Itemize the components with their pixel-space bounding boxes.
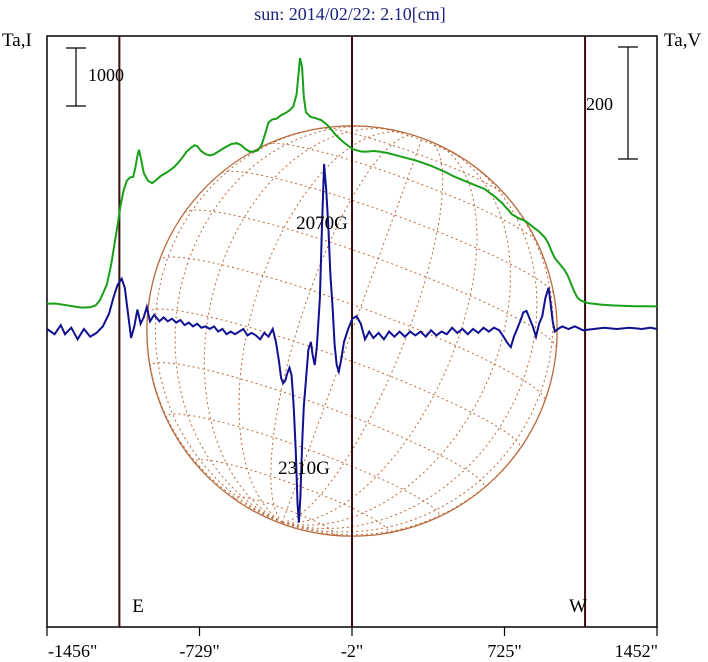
scale-bar-left-label: 1000 [88, 65, 124, 85]
longitude-line [282, 188, 554, 533]
limb-label-east: E [132, 596, 144, 617]
longitude-line [281, 138, 423, 523]
latitude-line [234, 496, 336, 536]
x-tick-label: 725" [487, 641, 521, 661]
series-line-intensity [46, 57, 658, 309]
x-tick-label: 1452" [615, 641, 658, 661]
longitude-line [282, 150, 512, 526]
longitude-line [154, 126, 331, 523]
longitude-line [270, 134, 415, 523]
latitude-line [320, 127, 507, 197]
vertical-markers [118, 36, 587, 627]
annotation-2070g: 2070G [296, 213, 348, 234]
sun-disk-grid [146, 125, 558, 537]
longitude-line [282, 143, 478, 524]
x-tick-label: -1456" [48, 641, 97, 661]
longitude-line [146, 260, 283, 523]
left-axis-label: Ta,I [2, 30, 32, 51]
latitude-line [165, 413, 440, 518]
x-tick-label: -2" [341, 641, 363, 661]
series-line-circular-polarization [46, 163, 658, 523]
latitude-line [221, 170, 555, 294]
longitude-line [282, 401, 546, 536]
scale-bar-right [618, 46, 638, 160]
x-axis-ticks: -1456" -729" -2" 725" 1452" [46, 627, 658, 661]
longitude-line [238, 131, 407, 523]
scale-bar-left [66, 47, 86, 107]
longitude-line [282, 140, 444, 523]
latitude-line [184, 209, 557, 349]
longitude-line [203, 128, 394, 523]
latitude-line [147, 308, 521, 449]
latitude-line [149, 362, 485, 489]
chart-title: sun: 2014/02/22: 2.10[cm] [254, 4, 446, 24]
right-axis-label: Ta,V [664, 30, 701, 51]
annotation-2310g: 2310G [278, 458, 330, 479]
scale-bar-right-label: 200 [586, 94, 613, 114]
limb-label-west: W [569, 596, 587, 617]
x-tick-label: -729" [179, 641, 219, 661]
longitude-line [174, 125, 378, 523]
